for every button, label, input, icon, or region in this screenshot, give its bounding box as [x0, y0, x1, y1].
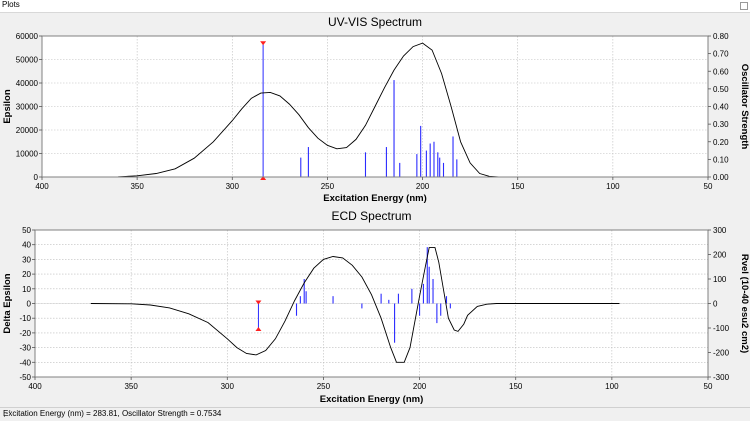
y-tick-label: 20000	[16, 126, 39, 135]
y-tick-label: 50000	[16, 56, 39, 65]
y2-tick-label: 100	[713, 275, 727, 284]
y-axis-label: Epsilon	[2, 89, 13, 124]
y2-tick-label: 0.70	[713, 50, 729, 59]
chart-title: UV-VIS Spectrum	[328, 15, 422, 29]
y-tick-label: 10000	[16, 150, 39, 159]
y2-tick-label: 0.80	[713, 32, 729, 41]
x-tick-label: 200	[413, 382, 427, 391]
y-tick-label: -10	[19, 314, 31, 323]
y2-tick-label: 300	[713, 226, 727, 235]
x-tick-label: 250	[321, 182, 335, 191]
y-tick-label: 0	[27, 300, 32, 309]
y2-tick-label: 0.50	[713, 85, 729, 94]
x-tick-label: 250	[317, 382, 331, 391]
y2-tick-label: -200	[713, 349, 730, 358]
chart-title: ECD Spectrum	[331, 209, 411, 223]
y2-tick-label: 0.10	[713, 155, 729, 164]
y-tick-label: 40000	[16, 79, 39, 88]
status-bar: Excitation Energy (nm) = 283.81, Oscilla…	[0, 407, 750, 421]
y2-tick-label: 0	[713, 300, 718, 309]
window-grip-icon[interactable]	[740, 2, 748, 10]
x-tick-label: 150	[509, 382, 523, 391]
y-axis-label: Delta Epsilon	[2, 273, 13, 333]
x-tick-label: 350	[124, 382, 138, 391]
selected-stick-marker-icon	[260, 176, 267, 180]
y2-tick-label: 0.20	[713, 138, 729, 147]
x-tick-label: 50	[704, 382, 713, 391]
y2-tick-label: -300	[713, 373, 730, 382]
window-title: Plots	[2, 0, 20, 9]
x-tick-label: 50	[704, 182, 713, 191]
y2-tick-label: 0.00	[713, 173, 729, 182]
x-tick-label: 100	[605, 382, 619, 391]
y2-tick-label: 200	[713, 251, 727, 260]
x-tick-label: 150	[511, 182, 525, 191]
x-tick-label: 400	[35, 182, 49, 191]
chart-uv-vis: 400 350 300 250 200 150 100 50 0 10000 20000 30000 4…	[2, 15, 750, 204]
status-text: Excitation Energy (nm) = 283.81, Oscilla…	[3, 409, 222, 418]
y-tick-label: 30	[22, 255, 31, 264]
y2-tick-label: -100	[713, 324, 730, 333]
x-tick-label: 400	[28, 382, 42, 391]
y-tick-label: 10	[22, 285, 31, 294]
x-tick-label: 200	[416, 182, 430, 191]
y2-tick-label: 0.30	[713, 120, 729, 129]
y-tick-label: -50	[19, 373, 31, 382]
spectrum-curve	[97, 42, 621, 178]
y2-axis-label: Rvel (10-40 esu2 cm2)	[739, 254, 750, 353]
spectrum-curve	[90, 247, 620, 363]
selected-stick-marker-icon	[260, 41, 267, 46]
x-tick-label: 100	[606, 182, 620, 191]
selected-stick-marker-icon	[255, 300, 262, 305]
y-tick-label: -40	[19, 358, 31, 367]
y-tick-label: 30000	[16, 103, 39, 112]
chart-ecd: 400 350 300 250 200 150 100 50-50-40-30-20-1001…	[2, 209, 750, 405]
x-axis-label: Excitation Energy (nm)	[323, 193, 426, 204]
x-tick-label: 350	[130, 182, 144, 191]
resize-grip-icon[interactable]: ⋰	[3, 409, 11, 418]
y2-axis-label: Oscillator Strength	[739, 64, 750, 150]
selected-stick-marker-icon	[255, 327, 262, 331]
x-tick-label: 300	[226, 182, 240, 191]
y-tick-label: 0	[34, 173, 39, 182]
spectra-plot-area[interactable]: 400 350 300 250 200 150 100 5001000020000300004…	[0, 12, 750, 407]
y-tick-label: -20	[19, 329, 31, 338]
y-tick-label: 40	[22, 241, 31, 250]
x-axis-label: Excitation Energy (nm)	[320, 394, 423, 405]
y2-tick-label: 0.60	[713, 67, 729, 76]
y-tick-label: 50	[22, 226, 31, 235]
plots-window-titlebar: Plots	[0, 0, 750, 13]
x-tick-label: 300	[221, 382, 235, 391]
y-tick-label: -30	[19, 344, 31, 353]
y-tick-label: 60000	[16, 32, 39, 41]
y2-tick-label: 0.40	[713, 103, 729, 112]
y-tick-label: 20	[22, 270, 31, 279]
